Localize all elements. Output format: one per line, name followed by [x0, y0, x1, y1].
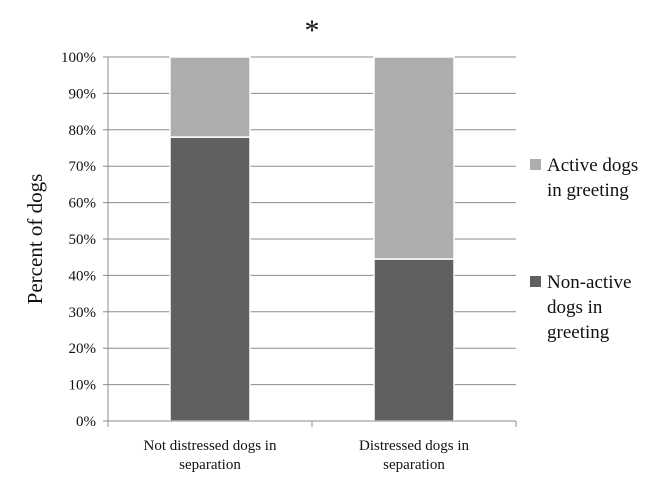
legend-label: greeting [547, 322, 610, 343]
x-category-label: separation [383, 457, 445, 473]
y-tick-label: 50% [69, 232, 97, 248]
y-tick-label: 0% [76, 414, 96, 430]
x-category-labels: Not distressed dogs in separation Distress… [144, 438, 470, 473]
y-tick-label: 10% [69, 378, 97, 394]
axes [103, 56, 517, 427]
y-tick-label: 60% [69, 196, 97, 212]
legend-label: Non-active [547, 272, 631, 293]
bar-segment-non-active [169, 136, 251, 422]
x-category-label: separation [179, 457, 241, 473]
y-tick-label: 30% [69, 305, 97, 321]
y-tick-label: 20% [69, 341, 97, 357]
x-category-label: Not distressed dogs in [144, 438, 277, 454]
legend: Active dogs in greeting Non-active dogs in g… [530, 155, 638, 343]
significance-asterisk: * [305, 14, 320, 47]
legend-label: dogs in [547, 297, 603, 318]
legend-swatch [530, 276, 541, 287]
x-category-label: Distressed dogs in [359, 438, 469, 454]
y-axis-title: Percent of dogs [23, 174, 47, 305]
y-tick-label: 40% [69, 268, 97, 284]
y-tick-labels: 0% 10% 20% 30% 40% 50% 60% 70% 80% 90% 100% [61, 50, 96, 430]
y-tick-label: 80% [69, 123, 97, 139]
legend-label: Active dogs [547, 155, 638, 176]
y-tick-label: 90% [69, 86, 97, 102]
y-tick-label: 100% [61, 50, 96, 66]
y-tick-label: 70% [69, 159, 97, 175]
bar-segment-active [373, 56, 455, 260]
gridlines [108, 56, 516, 386]
bar-segment-non-active [373, 258, 455, 422]
legend-label: in greeting [547, 180, 629, 201]
bar-segment-active [169, 56, 251, 138]
legend-swatch [530, 159, 541, 170]
